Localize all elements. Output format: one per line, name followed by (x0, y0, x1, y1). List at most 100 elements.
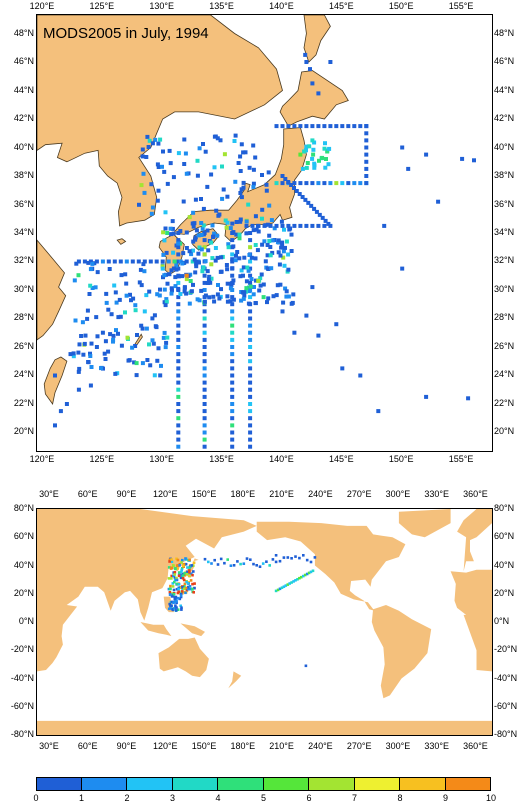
global-observation-cell (179, 594, 183, 597)
observation-cell (268, 245, 273, 249)
observation-cell (124, 259, 129, 264)
global-lat-tick: 40°N (494, 559, 515, 570)
observation-cell (298, 152, 303, 157)
observation-cell (249, 255, 254, 260)
global-observation-cell (175, 582, 179, 586)
observation-cell (202, 402, 207, 406)
observation-cell (310, 124, 315, 129)
global-observation-cell (177, 583, 181, 586)
observation-cell (197, 146, 202, 151)
observation-cell (306, 200, 311, 205)
global-observation-cell (180, 567, 184, 570)
global-observation-cell (175, 609, 178, 612)
global-observation-cell (216, 563, 220, 566)
global-observation-cell (188, 569, 191, 572)
observation-cell (181, 199, 186, 204)
observation-cell (174, 267, 179, 272)
observation-cell (202, 345, 207, 349)
observation-cell (74, 261, 79, 266)
global-land-7 (37, 720, 492, 735)
observation-cell (230, 221, 235, 226)
observation-cell (248, 259, 253, 264)
global-observation-cell (173, 576, 177, 580)
observation-cell (202, 337, 207, 342)
observation-cell (111, 333, 116, 338)
observation-cell (310, 285, 315, 290)
observation-cell (316, 91, 321, 96)
observation-cell (202, 366, 207, 371)
observation-cell (207, 295, 212, 300)
observation-cell (169, 286, 174, 291)
observation-cell (130, 259, 135, 264)
global-lat-tick: -60°N (10, 700, 34, 711)
observation-cell (219, 255, 224, 260)
global-observation-cell (203, 557, 207, 561)
regional-lat-tick: 38°N (494, 170, 515, 180)
observation-cell (176, 252, 181, 257)
global-observation-cell (282, 585, 286, 588)
global-lon-tick: 30°E (39, 489, 59, 499)
global-observation-cell (168, 558, 172, 562)
global-observation-cell (294, 555, 297, 558)
global-observation-cell (174, 600, 177, 603)
observation-cell (160, 266, 165, 271)
global-observation-cell (175, 601, 178, 605)
global-lat-tick: 60°N (13, 531, 34, 542)
observation-cell (205, 228, 210, 233)
global-observation-cell (176, 591, 180, 595)
global-observation-cell (175, 564, 179, 567)
observation-cell (212, 165, 217, 170)
regional-lon-tick: 155°E (448, 454, 474, 464)
global-land-4 (180, 623, 205, 637)
observation-cell (248, 266, 253, 271)
global-lat-tick: -80°N (10, 729, 34, 739)
observation-cell (239, 195, 244, 200)
observation-cell (322, 124, 327, 129)
observation-cell (230, 345, 235, 349)
observation-cell (138, 267, 143, 272)
global-observation-cell (180, 574, 183, 578)
observation-cell (264, 182, 269, 187)
observation-cell (161, 252, 166, 257)
observation-cell (199, 221, 204, 225)
global-observation-cell (296, 578, 299, 581)
observation-cell (300, 195, 305, 199)
global-observation-cell (192, 591, 195, 594)
global-land-9 (398, 509, 451, 538)
observation-cell (310, 138, 315, 143)
observation-cell (199, 288, 204, 293)
observation-cell (106, 259, 111, 264)
observation-cell (114, 328, 118, 333)
observation-cell (239, 298, 244, 303)
observation-cell (169, 232, 174, 237)
regional-lat-tick: 32°N (494, 255, 515, 266)
global-observation-cell (181, 577, 185, 580)
observation-cell (298, 223, 303, 228)
global-observation-cell (183, 571, 186, 575)
observation-cell (248, 394, 253, 399)
observation-cell (203, 259, 208, 264)
observation-cell (196, 251, 201, 256)
observation-cell (162, 287, 167, 292)
global-observation-cell (178, 597, 182, 601)
global-map (36, 508, 493, 736)
observation-cell (255, 248, 260, 253)
global-observation-cell (236, 560, 239, 563)
observation-cell (334, 124, 339, 129)
observation-cell (244, 223, 249, 228)
observation-cell (298, 124, 303, 129)
observation-cell (170, 288, 174, 293)
regional-lat-tick: 42°N (13, 113, 34, 123)
observation-cell (77, 366, 82, 371)
colorbar-segment (354, 778, 400, 790)
global-observation-cell (191, 587, 194, 591)
observation-cell (160, 164, 164, 169)
global-observation-cell (170, 577, 173, 580)
colorbar-segment (172, 778, 218, 790)
observation-cell (253, 256, 258, 261)
observation-cell (358, 373, 363, 378)
observation-cell (163, 226, 168, 231)
observation-cell (218, 269, 223, 274)
observation-cell (213, 246, 218, 250)
global-observation-cell (189, 587, 192, 591)
